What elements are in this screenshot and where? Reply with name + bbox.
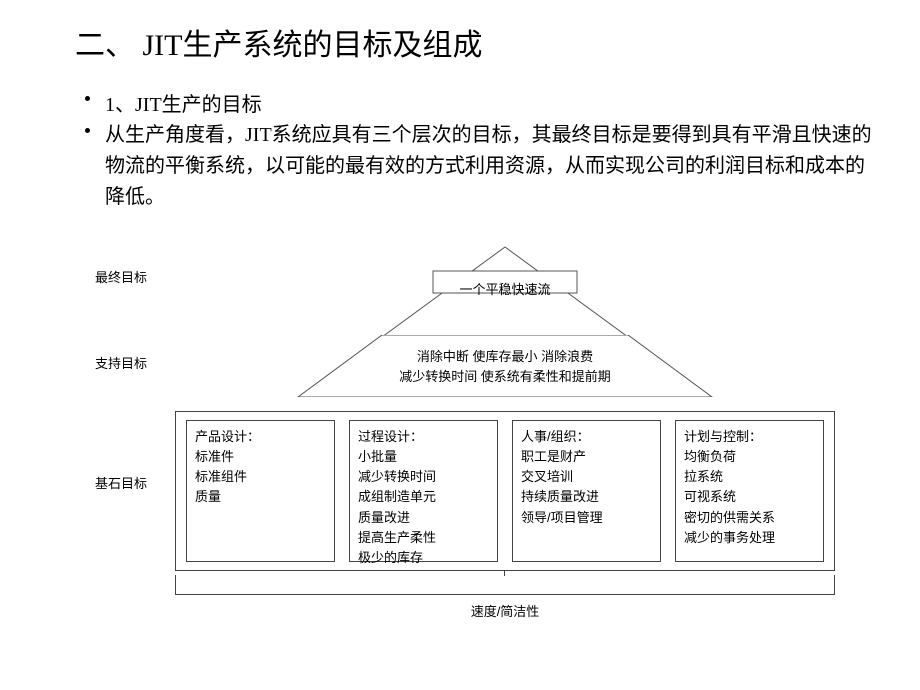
col-header: 过程设计：	[358, 427, 489, 447]
jit-house-diagram: 最终目标 支持目标 基石目标 一个平稳快速流 消除中断 使库存最小 消除浪费 减…	[70, 245, 860, 645]
col-item: 减少转换时间	[358, 467, 489, 487]
label-final-goal: 最终目标	[95, 267, 147, 286]
col-item: 减少的事务处理	[684, 528, 815, 548]
roof: 一个平稳快速流	[228, 245, 782, 337]
col-item: 小批量	[358, 447, 489, 467]
col-item: 拉系统	[684, 467, 815, 487]
col-hr-org: 人事/组织： 职工是财产 交叉培训 持续质量改进 领导/项目管理	[512, 420, 661, 562]
col-product-design: 产品设计： 标准件 标准组件 质量	[186, 420, 335, 562]
col-item: 持续质量改进	[521, 487, 652, 507]
mid-section: 消除中断 使库存最小 消除浪费 减少转换时间 使系统有柔性和提前期	[228, 335, 782, 397]
col-item: 领导/项目管理	[521, 508, 652, 528]
col-item: 标准件	[195, 447, 326, 467]
foundation-label: 速度/简洁性	[70, 601, 920, 620]
col-item: 密切的供需关系	[684, 508, 815, 528]
col-item: 交叉培训	[521, 467, 652, 487]
col-item: 职工是财产	[521, 447, 652, 467]
foundation-bar	[175, 575, 835, 595]
col-header: 计划与控制：	[684, 427, 815, 447]
col-item: 可视系统	[684, 487, 815, 507]
bullet-dot	[85, 96, 90, 101]
col-item: 提高生产柔性	[358, 528, 489, 548]
bullet-dot	[85, 128, 90, 133]
roof-text: 一个平稳快速流	[228, 279, 782, 298]
base-section: 产品设计： 标准件 标准组件 质量 过程设计： 小批量 减少转换时间 成组制造单…	[175, 411, 835, 571]
mid-text: 消除中断 使库存最小 消除浪费 减少转换时间 使系统有柔性和提前期	[228, 347, 782, 386]
foundation-stem	[504, 570, 505, 576]
label-support-goal: 支持目标	[95, 353, 147, 372]
col-item: 质量改进	[358, 508, 489, 528]
col-item: 成组制造单元	[358, 487, 489, 507]
label-foundation-goal: 基石目标	[95, 473, 147, 492]
col-item: 均衡负荷	[684, 447, 815, 467]
col-process-design: 过程设计： 小批量 减少转换时间 成组制造单元 质量改进 提高生产柔性 极少的库…	[349, 420, 498, 562]
bullet-2: 从生产角度看，JIT系统应具有三个层次的目标，其最终目标是要得到具有平滑且快速的…	[105, 120, 875, 213]
bullet-1: 1、JIT生产的目标	[105, 88, 262, 117]
col-item: 极少的库存	[358, 548, 489, 568]
col-header: 产品设计：	[195, 427, 326, 447]
col-plan-control: 计划与控制： 均衡负荷 拉系统 可视系统 密切的供需关系 减少的事务处理	[675, 420, 824, 562]
slide-title: 二、 JIT生产系统的目标及组成	[75, 20, 483, 64]
col-item: 质量	[195, 487, 326, 507]
mid-line2: 减少转换时间 使系统有柔性和提前期	[399, 369, 611, 384]
mid-line1: 消除中断 使库存最小 消除浪费	[417, 349, 593, 364]
col-item: 标准组件	[195, 467, 326, 487]
col-header: 人事/组织：	[521, 427, 652, 447]
